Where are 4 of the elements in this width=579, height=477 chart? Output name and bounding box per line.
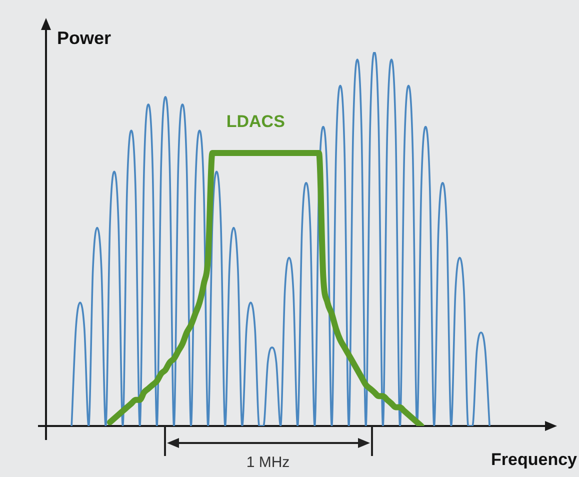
- y-axis-title: Power: [57, 28, 112, 49]
- series-label: LDACS: [226, 112, 285, 132]
- text: 1 MHz: [245, 454, 291, 471]
- x-axis-title: Frequency: [491, 450, 577, 470]
